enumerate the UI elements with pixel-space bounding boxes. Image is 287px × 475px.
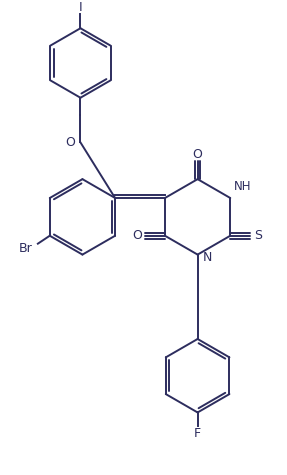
Text: N: N: [203, 251, 212, 264]
Text: O: O: [132, 229, 142, 242]
Text: O: O: [66, 136, 75, 149]
Text: Br: Br: [19, 242, 33, 255]
Text: S: S: [254, 229, 262, 242]
Text: F: F: [194, 427, 201, 440]
Text: O: O: [193, 148, 203, 161]
Text: NH: NH: [233, 180, 251, 193]
Text: I: I: [79, 1, 82, 14]
